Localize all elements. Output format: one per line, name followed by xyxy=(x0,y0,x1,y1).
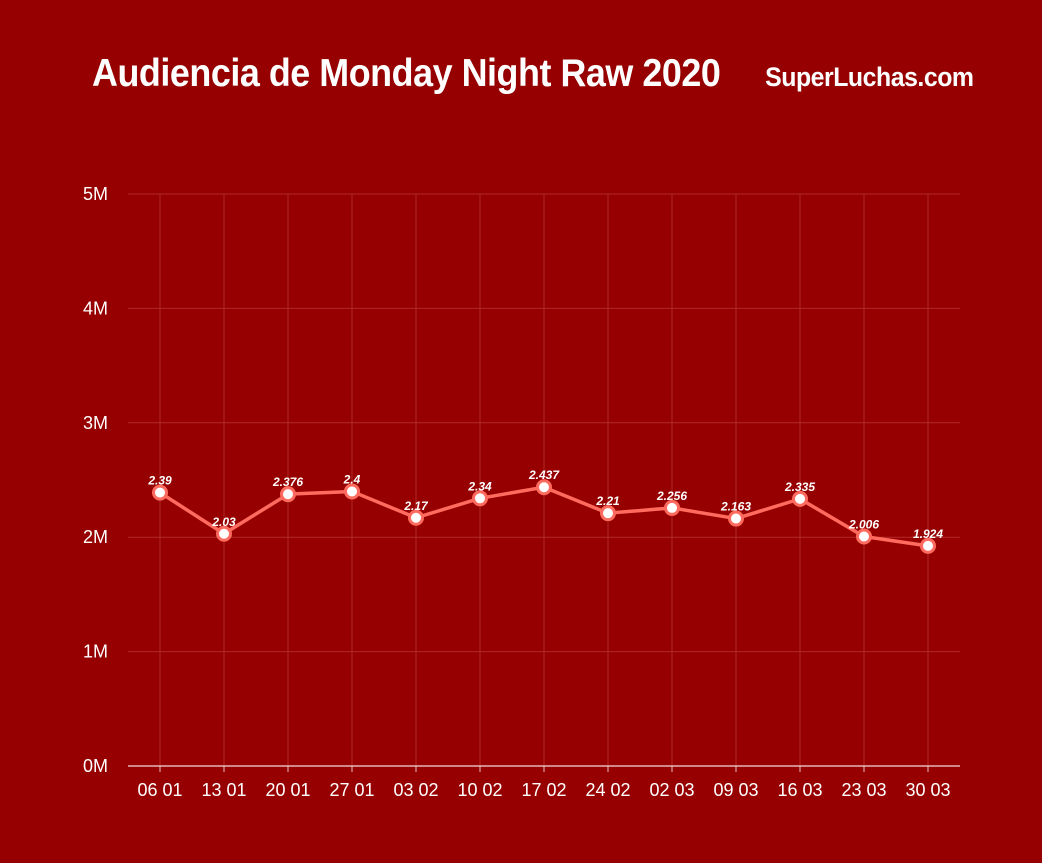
axis-layer: 0M 1M 2M 3M 4M 5M 06 01 13 01 20 01 27 01 03 02 10 … xyxy=(83,184,960,800)
x-tick-label: 09 03 xyxy=(713,780,758,800)
y-tick-label: 5M xyxy=(83,184,108,204)
data-point xyxy=(408,509,424,526)
data-label: 2.34 xyxy=(467,479,492,493)
data-point xyxy=(344,483,360,500)
x-tick-label: 27 01 xyxy=(329,780,374,800)
data-point xyxy=(280,486,296,503)
x-tick-label: 10 02 xyxy=(457,780,502,800)
data-label: 2.256 xyxy=(656,489,687,503)
y-tick-label: 4M xyxy=(83,298,108,318)
y-tick-label: 0M xyxy=(83,756,108,776)
y-tick-label: 1M xyxy=(83,642,108,662)
data-point xyxy=(472,490,488,507)
x-tick-label: 20 01 xyxy=(265,780,310,800)
x-tick-label: 06 01 xyxy=(137,780,182,800)
data-label: 2.03 xyxy=(211,515,236,529)
data-point xyxy=(856,528,872,545)
data-label: 2.437 xyxy=(528,468,560,482)
data-point xyxy=(920,537,936,554)
data-label: 2.21 xyxy=(595,494,620,508)
data-label: 2.006 xyxy=(848,518,879,532)
x-tick-label: 13 01 xyxy=(201,780,246,800)
data-label: 2.4 xyxy=(343,472,361,486)
data-point xyxy=(152,484,168,501)
data-point xyxy=(536,479,552,496)
data-label: 2.39 xyxy=(147,474,172,488)
data-label: 2.335 xyxy=(784,480,815,494)
data-label: 2.163 xyxy=(720,500,751,514)
data-point xyxy=(728,510,744,527)
data-point xyxy=(664,499,680,516)
x-tick-label: 30 03 xyxy=(905,780,950,800)
data-label: 2.17 xyxy=(403,499,429,513)
data-point xyxy=(792,490,808,507)
data-point xyxy=(216,525,232,542)
x-tick-label: 03 02 xyxy=(393,780,438,800)
data-point xyxy=(600,505,616,522)
x-tick-label: 17 02 xyxy=(521,780,566,800)
label-layer: 2.39 2.03 2.376 2.4 2.17 2.34 2.437 2.21 2.256 2.… xyxy=(147,468,943,541)
x-tick-label: 23 03 xyxy=(841,780,886,800)
point-layer xyxy=(152,479,936,554)
x-tick-label: 16 03 xyxy=(777,780,822,800)
data-label: 1.924 xyxy=(913,527,943,541)
y-tick-label: 3M xyxy=(83,413,108,433)
x-tick-label: 02 03 xyxy=(649,780,694,800)
data-label: 2.376 xyxy=(272,475,303,489)
x-tick-label: 24 02 xyxy=(585,780,630,800)
chart-title: Audiencia de Monday Night Raw 2020 xyxy=(92,52,721,95)
y-tick-label: 2M xyxy=(83,527,108,547)
brand-label: SuperLuchas.com xyxy=(765,62,975,92)
